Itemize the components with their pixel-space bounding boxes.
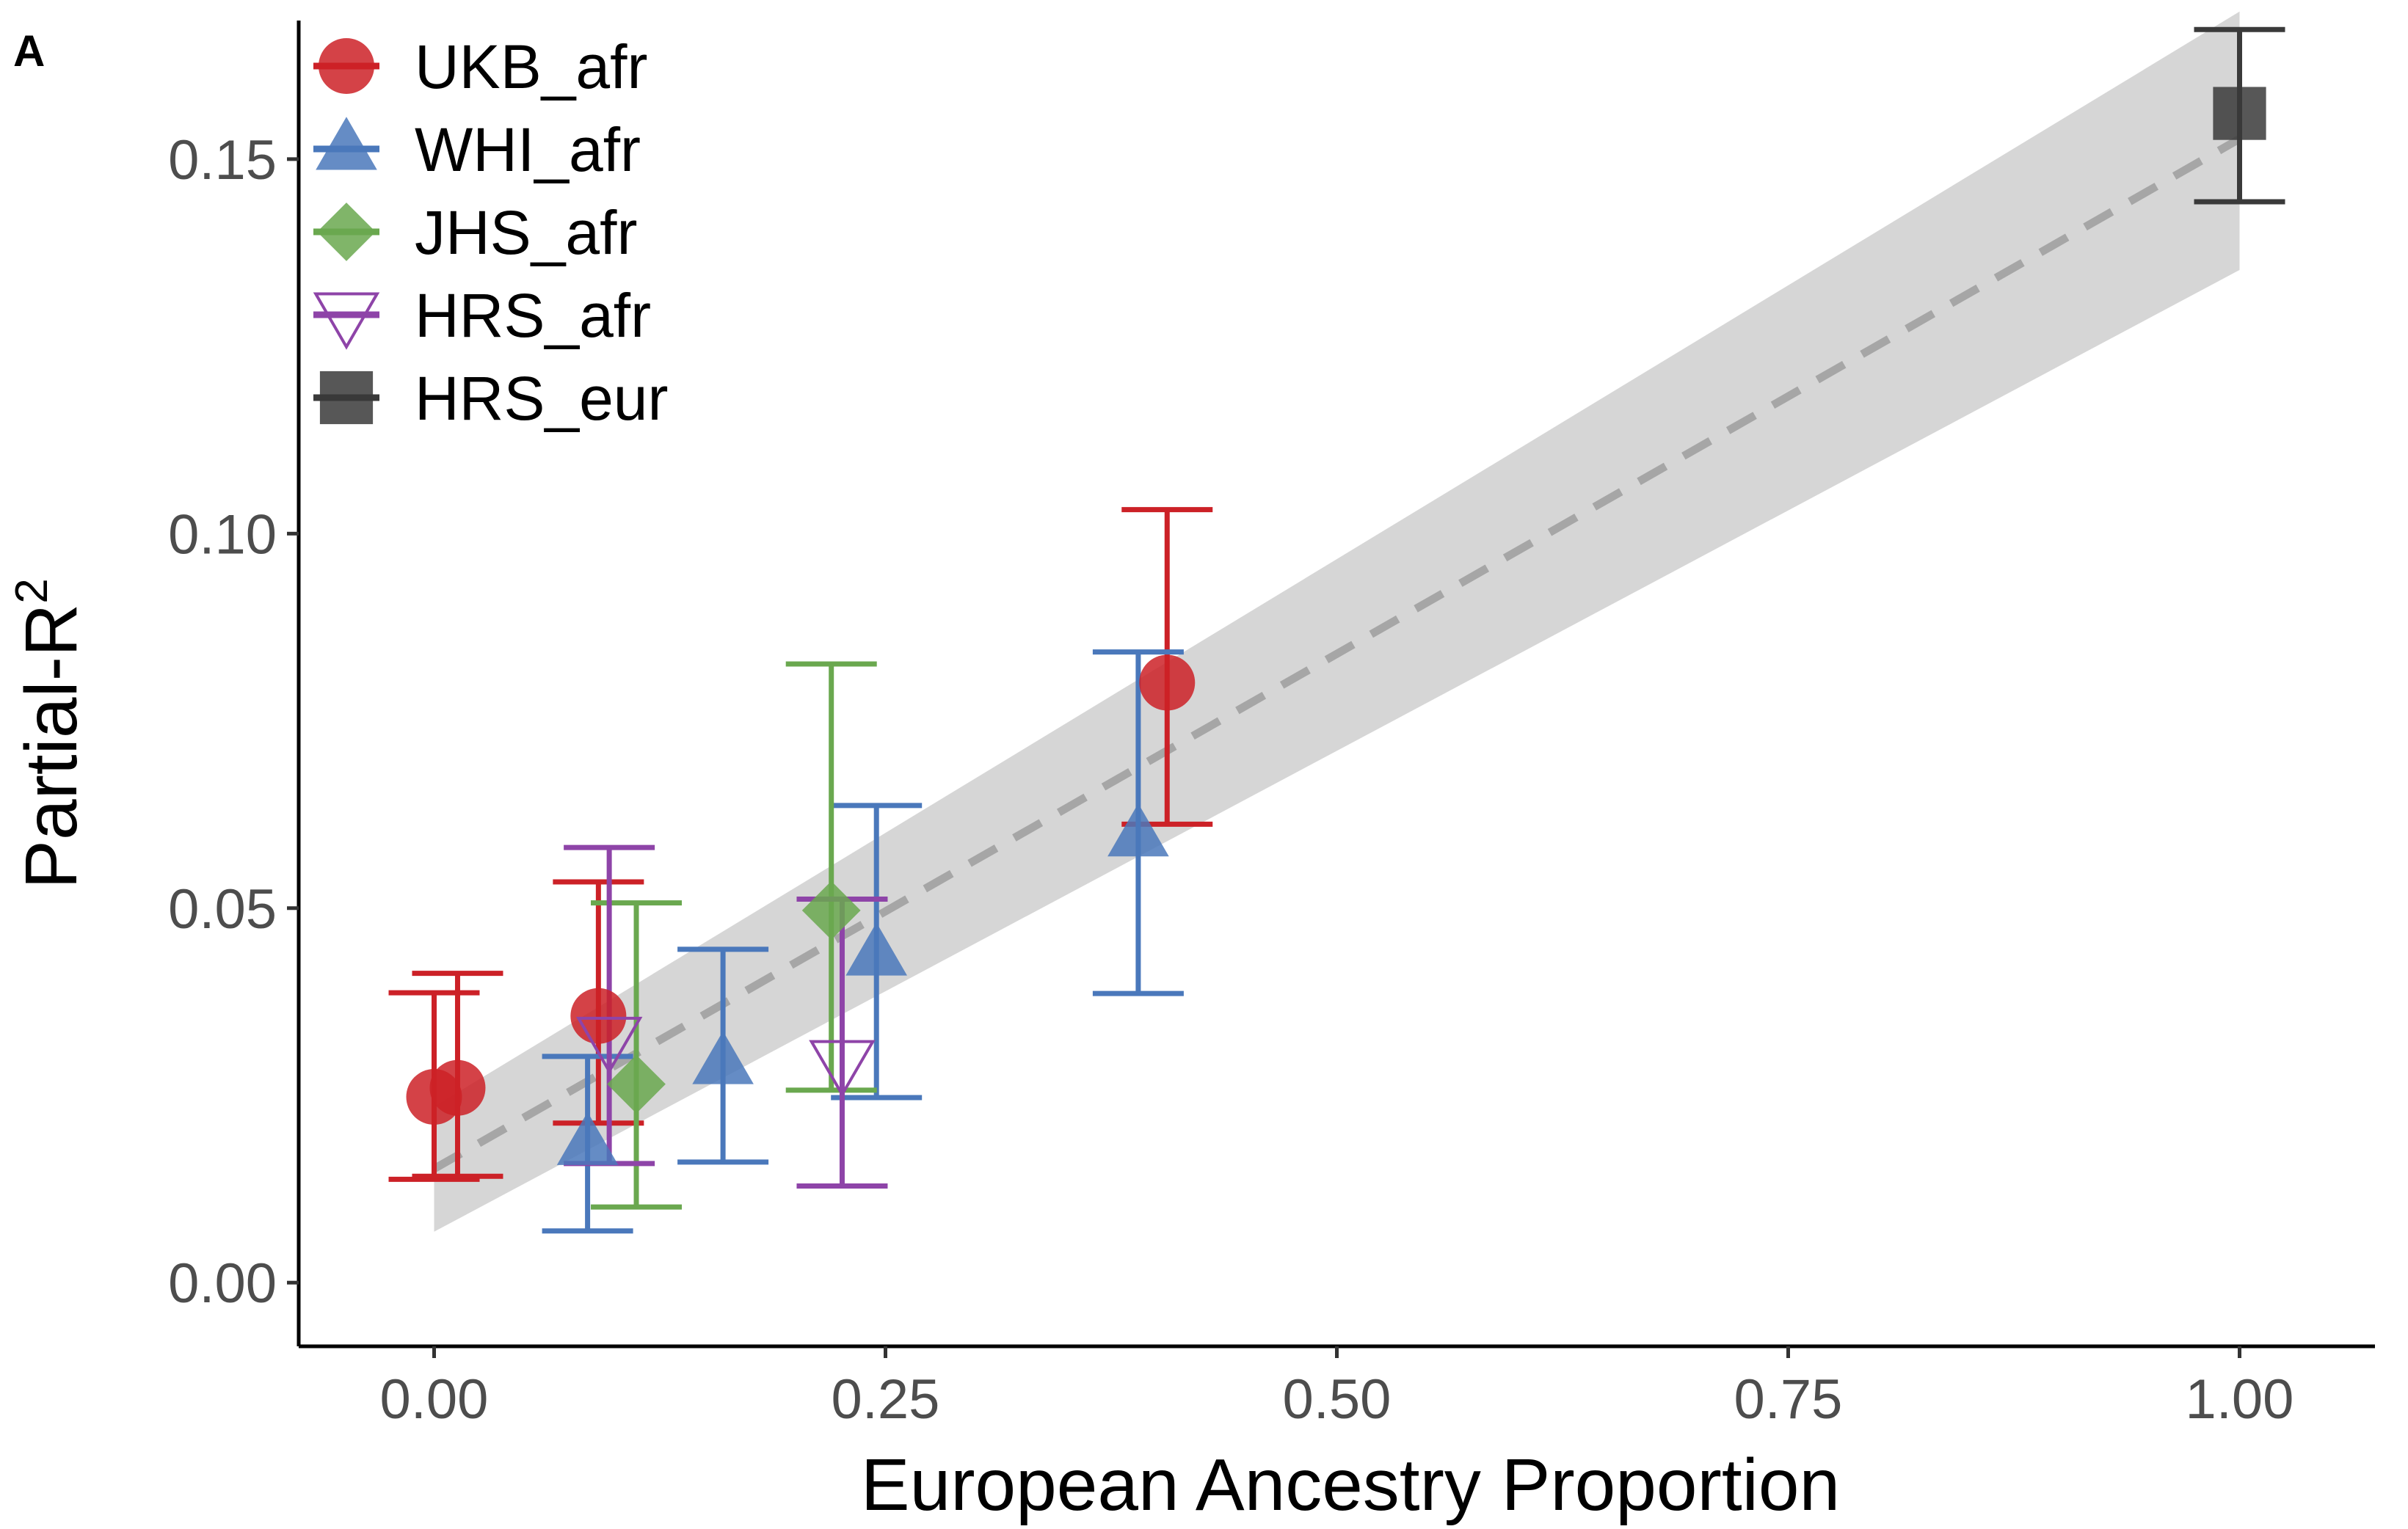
data-point-WHI_afr <box>556 1112 619 1165</box>
y-tick-label: 0.00 <box>168 1252 277 1315</box>
legend-item-UKB_afr: UKB_afr <box>313 32 647 101</box>
data-point-JHS_afr <box>607 1054 666 1114</box>
data-point-UKB_afr <box>570 988 627 1044</box>
data-point-layer <box>406 87 2266 1165</box>
x-tick-label: 0.50 <box>1283 1368 1392 1431</box>
x-tick-label: 0.00 <box>380 1368 489 1431</box>
data-point-JHS_afr <box>801 880 861 940</box>
legend-label: UKB_afr <box>415 32 647 101</box>
legend-label: WHI_afr <box>415 115 641 184</box>
y-tick-label: 0.15 <box>168 129 277 191</box>
confidence-band <box>434 11 2240 1232</box>
legend-label: HRS_afr <box>415 281 651 350</box>
x-tick-label: 1.00 <box>2186 1368 2294 1431</box>
data-point-HRS_afr <box>809 1040 876 1098</box>
error-bar-JHS_afr <box>785 661 877 1093</box>
legend-key-marker <box>316 117 377 170</box>
confidence-band-layer <box>434 11 2240 1232</box>
fit-line-layer <box>432 135 2242 1172</box>
data-point-UKB_afr <box>429 1059 486 1116</box>
regression-fit-line <box>432 135 2242 1172</box>
legend-label: JHS_afr <box>415 198 637 267</box>
data-point-HRS_eur <box>2213 87 2266 140</box>
y-axis-title-superscript: 2 <box>7 578 57 603</box>
legend-item-HRS_afr: HRS_afr <box>313 281 651 350</box>
y-tick-label: 0.10 <box>168 503 277 566</box>
legend-key-marker <box>319 371 374 425</box>
legend-item-JHS_afr: JHS_afr <box>313 198 637 267</box>
legend-item-WHI_afr: WHI_afr <box>313 115 641 184</box>
x-tick-label: 0.75 <box>1734 1368 1843 1431</box>
legend-item-HRS_eur: HRS_eur <box>313 364 668 433</box>
axes-layer: 0.00 0.05 0.10 0.15 0.00 0.25 0.50 0.75 1.00 <box>168 21 2375 1431</box>
y-axis-title-main: Partial-R <box>10 604 92 889</box>
data-point-WHI_afr <box>1107 803 1169 857</box>
panel-label: A <box>13 26 45 76</box>
data-point-HRS_afr <box>575 1016 643 1075</box>
legend-key-marker <box>317 202 376 261</box>
legend: UKB_afr WHI_afr JHS_afr HRS_afr HRS_eur <box>313 32 668 433</box>
data-point-WHI_afr <box>692 1031 754 1084</box>
y-axis-title: Partial-R2 <box>7 578 92 888</box>
data-point-UKB_afr <box>1139 654 1196 711</box>
x-tick-label: 0.25 <box>832 1368 940 1431</box>
legend-key-marker <box>319 38 374 94</box>
legend-label: HRS_eur <box>415 364 668 433</box>
y-tick-label: 0.05 <box>168 878 277 941</box>
legend-key-marker <box>313 292 380 350</box>
data-point-WHI_afr <box>845 922 907 976</box>
x-axis-title: European Ancestry Proportion <box>861 1444 1840 1526</box>
